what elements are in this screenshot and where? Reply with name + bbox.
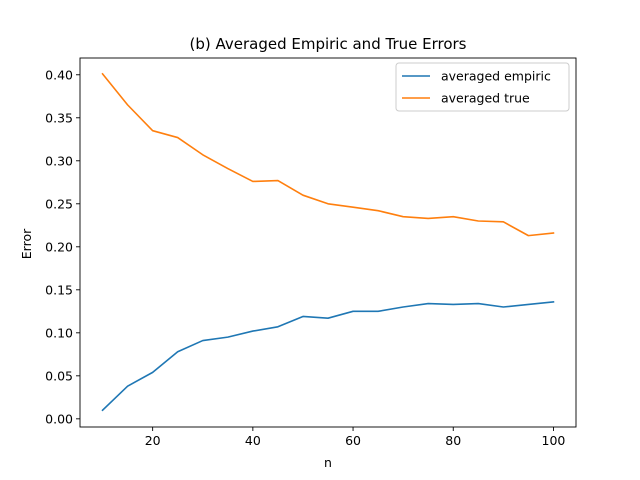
legend-label-0: averaged empiric [441,69,551,84]
y-tick-label-1: 0.05 [45,368,73,383]
x-tick-label-4: 100 [542,433,566,448]
y-tick-label-6: 0.30 [45,153,73,168]
legend: averaged empiric averaged true [395,62,570,112]
legend-label-1: averaged true [441,91,530,106]
x-tick-label-0: 20 [145,433,161,448]
x-axis-label: n [324,455,332,470]
plot-area: 20 40 60 80 100 0.00 0.05 0.10 0.15 0.20 0.25 0.30 0… [45,57,577,448]
y-tick-label-2: 0.10 [45,325,73,340]
x-tick-label-3: 80 [445,433,461,448]
chart-title: (b) Averaged Empiric and True Errors [189,35,466,53]
y-tick-label-7: 0.35 [45,110,73,125]
y-tick-label-4: 0.20 [45,239,73,254]
y-axis-label: Error [19,228,34,259]
y-tick-label-5: 0.25 [45,196,73,211]
y-tick-label-0: 0.00 [45,411,73,426]
axes-frame [79,57,577,428]
series-line-1 [101,72,555,237]
x-tick-label-1: 40 [245,433,261,448]
x-tick-label-2: 60 [345,433,361,448]
y-tick-label-8: 0.40 [45,67,73,82]
y-tick-label-3: 0.15 [45,282,73,297]
legend-box [395,62,570,112]
series-line-0 [101,300,555,412]
